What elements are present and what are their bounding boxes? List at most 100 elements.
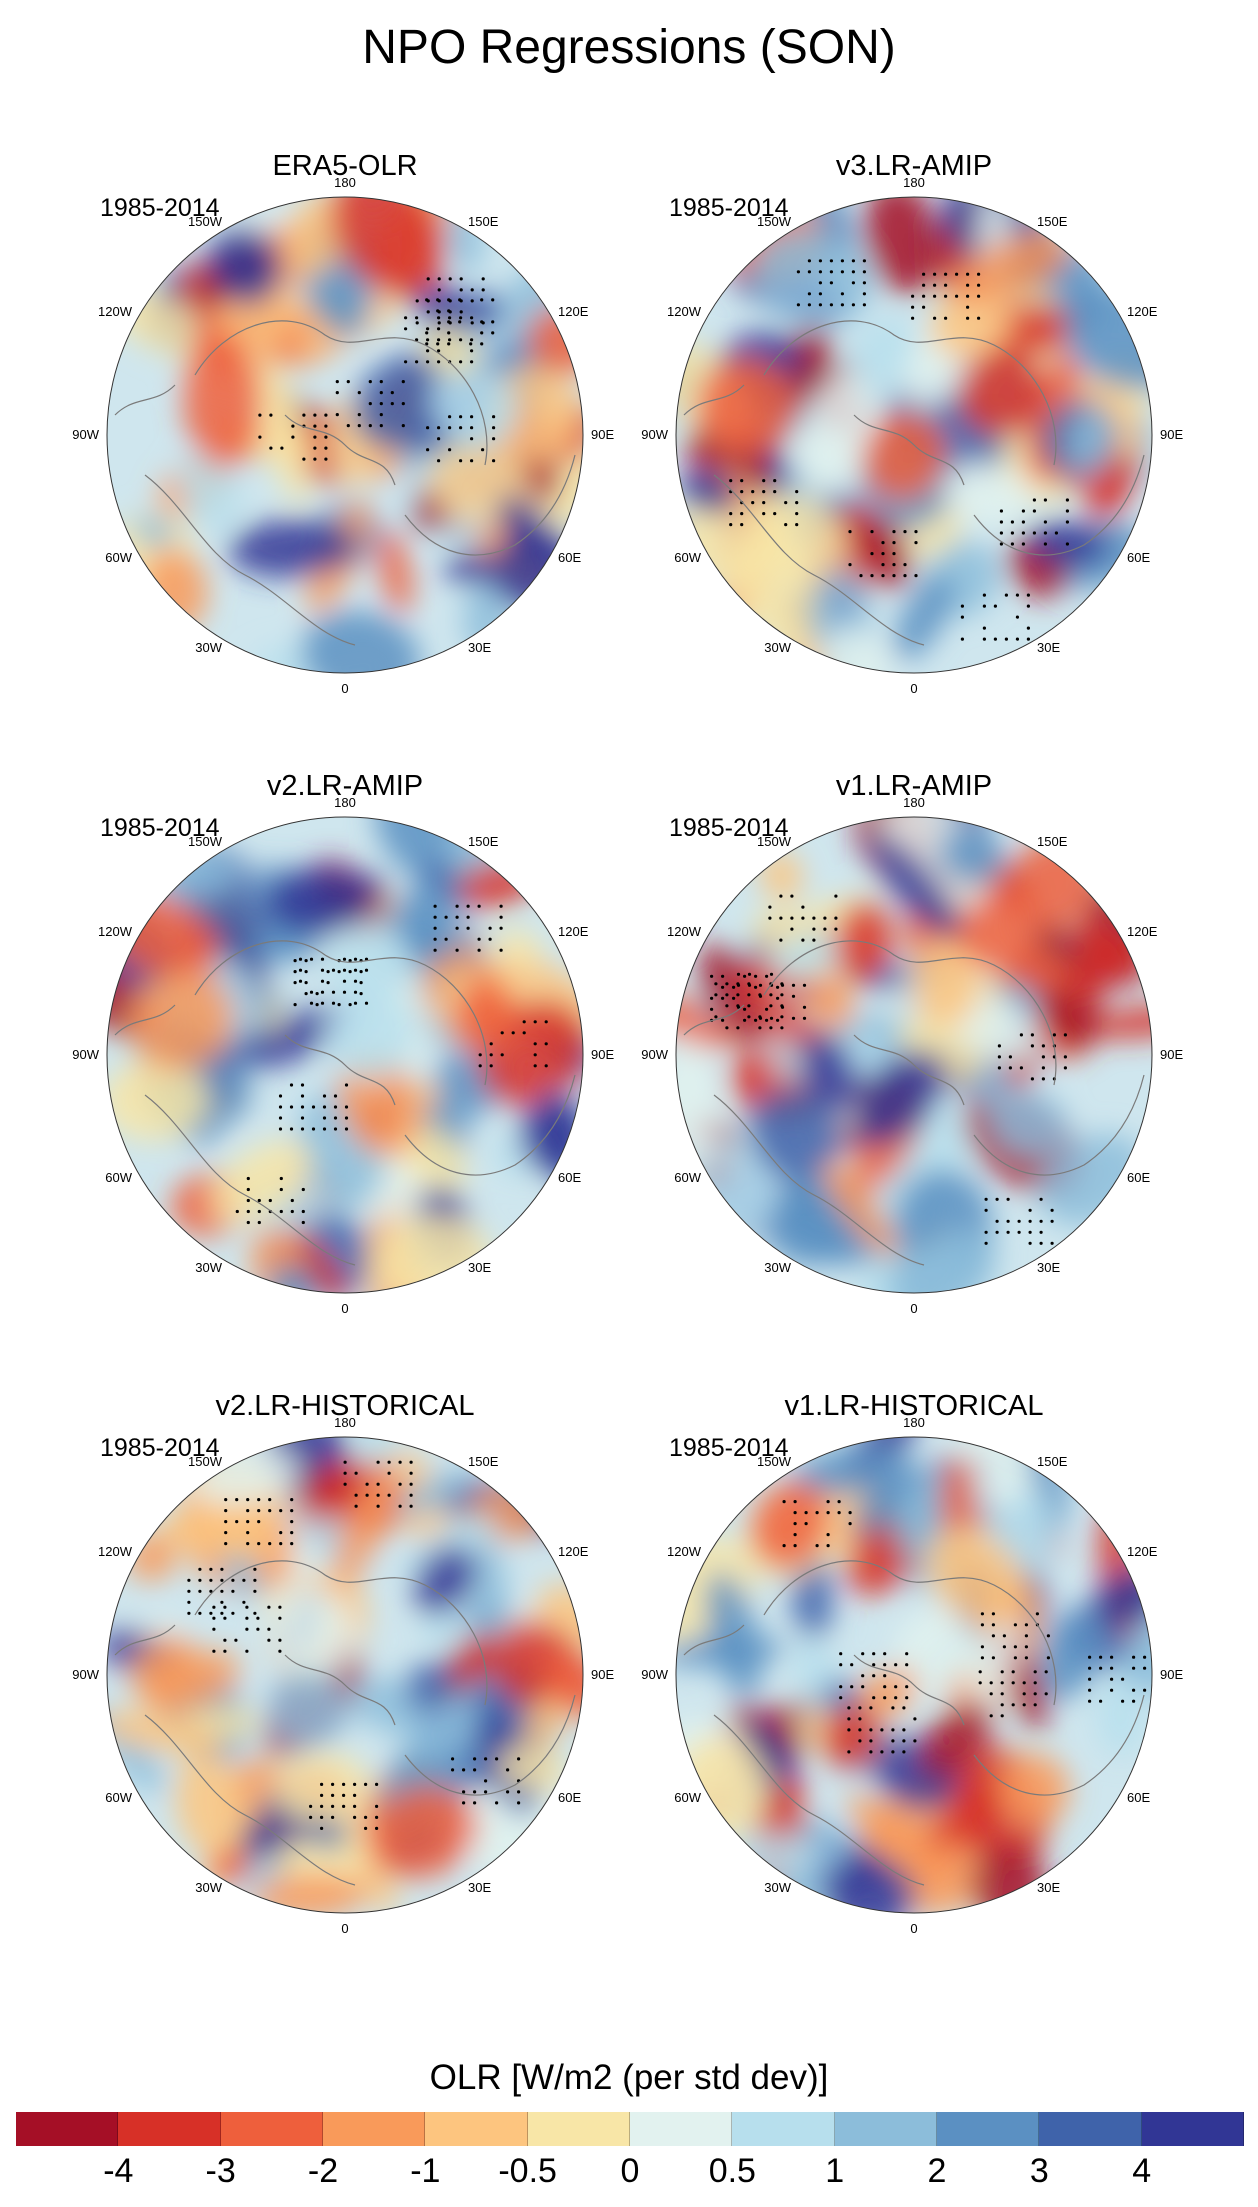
lon-label-60e: 60E (558, 550, 581, 565)
lon-label-30e: 30E (1037, 640, 1060, 655)
colorbar-tick-label: 3 (1029, 2152, 1049, 2190)
lon-label-0: 0 (910, 681, 917, 696)
lon-label-180: 180 (903, 175, 925, 190)
lon-label-180: 180 (903, 795, 925, 810)
lon-label-120e: 120E (1127, 924, 1158, 939)
lon-label-120w: 120W (98, 1544, 133, 1559)
lon-label-0: 0 (341, 1921, 348, 1936)
lon-label-120e: 120E (1127, 1544, 1158, 1559)
lon-label-180: 180 (334, 175, 356, 190)
lon-label-150e: 150E (1037, 1454, 1068, 1469)
lon-label-120e: 120E (558, 1544, 589, 1559)
period-label: 1985-2014 (100, 1434, 220, 1462)
colorbar-swatch (1141, 2112, 1244, 2146)
lon-label-150w: 150W (188, 834, 223, 849)
colorbar-swatch (629, 2112, 733, 2146)
lon-label-60w: 60W (674, 1790, 701, 1805)
lon-label-90w: 90W (72, 427, 99, 442)
period-label: 1985-2014 (669, 814, 789, 842)
colorbar-title: OLR [W/m2 (per std dev)] (429, 2058, 829, 2097)
lon-label-120w: 120W (667, 1544, 702, 1559)
lon-label-90w: 90W (641, 1667, 668, 1682)
colorbar-swatch (834, 2112, 937, 2146)
lon-label-60e: 60E (558, 1790, 581, 1805)
lon-label-30w: 30W (764, 1260, 791, 1275)
lon-label-150e: 150E (468, 1454, 499, 1469)
period-label: 1985-2014 (669, 1434, 789, 1462)
colorbar-tick-label: -4 (103, 2152, 134, 2190)
lon-label-120w: 120W (98, 304, 133, 319)
colorbar-tick-label: 0.5 (708, 2152, 756, 2190)
lon-label-180: 180 (334, 1415, 356, 1430)
lon-label-60e: 60E (1127, 1170, 1150, 1185)
lon-label-0: 0 (341, 681, 348, 696)
polar-map: 180 150E 120E 90E 60E 30E 0 30W 60W 90W 120W 150W (641, 175, 1183, 696)
colorbar-tick-label: -1 (410, 2152, 441, 2190)
lon-label-60e: 60E (558, 1170, 581, 1185)
colorbar-swatch (732, 2112, 835, 2146)
lon-label-30w: 30W (764, 640, 791, 655)
panel-title: v2.LR-HISTORICAL (215, 1390, 475, 1422)
lon-label-30w: 30W (195, 1880, 222, 1895)
lon-label-150w: 150W (757, 214, 792, 229)
lon-label-90e: 90E (591, 1667, 614, 1682)
colorbar-tick-label: 1 (825, 2152, 845, 2190)
lon-label-30e: 30E (1037, 1880, 1060, 1895)
lon-label-120w: 120W (98, 924, 133, 939)
lon-label-150e: 150E (1037, 214, 1068, 229)
lon-label-90e: 90E (591, 427, 614, 442)
colorbar-tick-label: 2 (927, 2152, 947, 2190)
lon-label-180: 180 (903, 1415, 925, 1430)
colorbar-swatch (322, 2112, 426, 2146)
map-panel-v1-amip: v1.LR-AMIP 180 150E 120E 90E 60E 30E 0 30W 60W 90W… (634, 770, 1194, 1330)
lon-label-60w: 60W (674, 550, 701, 565)
colorbar-swatch (220, 2112, 323, 2146)
colorbar-tick-label: -2 (307, 2152, 339, 2190)
colorbar-swatch (16, 2112, 119, 2146)
colorbar-tick-label: -0.5 (498, 2152, 557, 2190)
polar-map: 180 150E 120E 90E 60E 30E 0 30W 60W 90W 120W 150W (72, 795, 614, 1316)
lon-label-150w: 150W (188, 214, 223, 229)
lon-label-120w: 120W (667, 924, 702, 939)
panel-title: v3.LR-AMIP (835, 150, 993, 182)
lon-label-60e: 60E (1127, 1790, 1150, 1805)
lon-label-90w: 90W (641, 1047, 668, 1062)
lon-label-60w: 60W (105, 1790, 132, 1805)
colorbar-tick-label: 4 (1132, 2152, 1152, 2190)
lon-label-90e: 90E (1160, 1047, 1183, 1062)
lon-label-150w: 150W (757, 1454, 792, 1469)
lon-label-30e: 30E (468, 1880, 491, 1895)
colorbar-swatch (425, 2112, 528, 2146)
lon-label-30w: 30W (764, 1880, 791, 1895)
panel-title: v1.LR-HISTORICAL (784, 1390, 1044, 1422)
lon-label-30e: 30E (1037, 1260, 1060, 1275)
lon-label-60w: 60W (105, 550, 132, 565)
lon-label-60w: 60W (105, 1170, 132, 1185)
lon-label-60e: 60E (1127, 550, 1150, 565)
colorbar-swatch (936, 2112, 1040, 2146)
colorbar-tick-label: -3 (205, 2152, 236, 2190)
lon-label-30w: 30W (195, 640, 222, 655)
panel-title: v2.LR-AMIP (266, 770, 424, 802)
map-panel-v2-amip: v2.LR-AMIP 180 150E 120E 90E 60E 30E 0 30W 60W 90W… (65, 770, 625, 1330)
period-label: 1985-2014 (100, 194, 220, 222)
lon-label-120e: 120E (558, 924, 589, 939)
lon-label-150e: 150E (1037, 834, 1068, 849)
polar-map: 180 150E 120E 90E 60E 30E 0 30W 60W 90W 120W 150W (72, 175, 614, 696)
colorbar-swatch (1039, 2112, 1142, 2146)
lon-label-90w: 90W (641, 427, 668, 442)
lon-label-150w: 150W (188, 1454, 223, 1469)
period-label: 1985-2014 (100, 814, 220, 842)
lon-label-30e: 30E (468, 640, 491, 655)
lon-label-30e: 30E (468, 1260, 491, 1275)
lon-label-120e: 120E (558, 304, 589, 319)
lon-label-90e: 90E (1160, 427, 1183, 442)
period-label: 1985-2014 (669, 194, 789, 222)
lon-label-60w: 60W (674, 1170, 701, 1185)
panel-title: v1.LR-AMIP (835, 770, 993, 802)
colorbar-swatch (118, 2112, 221, 2146)
lon-label-30w: 30W (195, 1260, 222, 1275)
polar-map: 180 150E 120E 90E 60E 30E 0 30W 60W 90W 120W 150W (641, 795, 1183, 1316)
lon-label-120w: 120W (667, 304, 702, 319)
polar-map: 180 150E 120E 90E 60E 30E 0 30W 60W 90W 120W 150W (72, 1415, 614, 1936)
